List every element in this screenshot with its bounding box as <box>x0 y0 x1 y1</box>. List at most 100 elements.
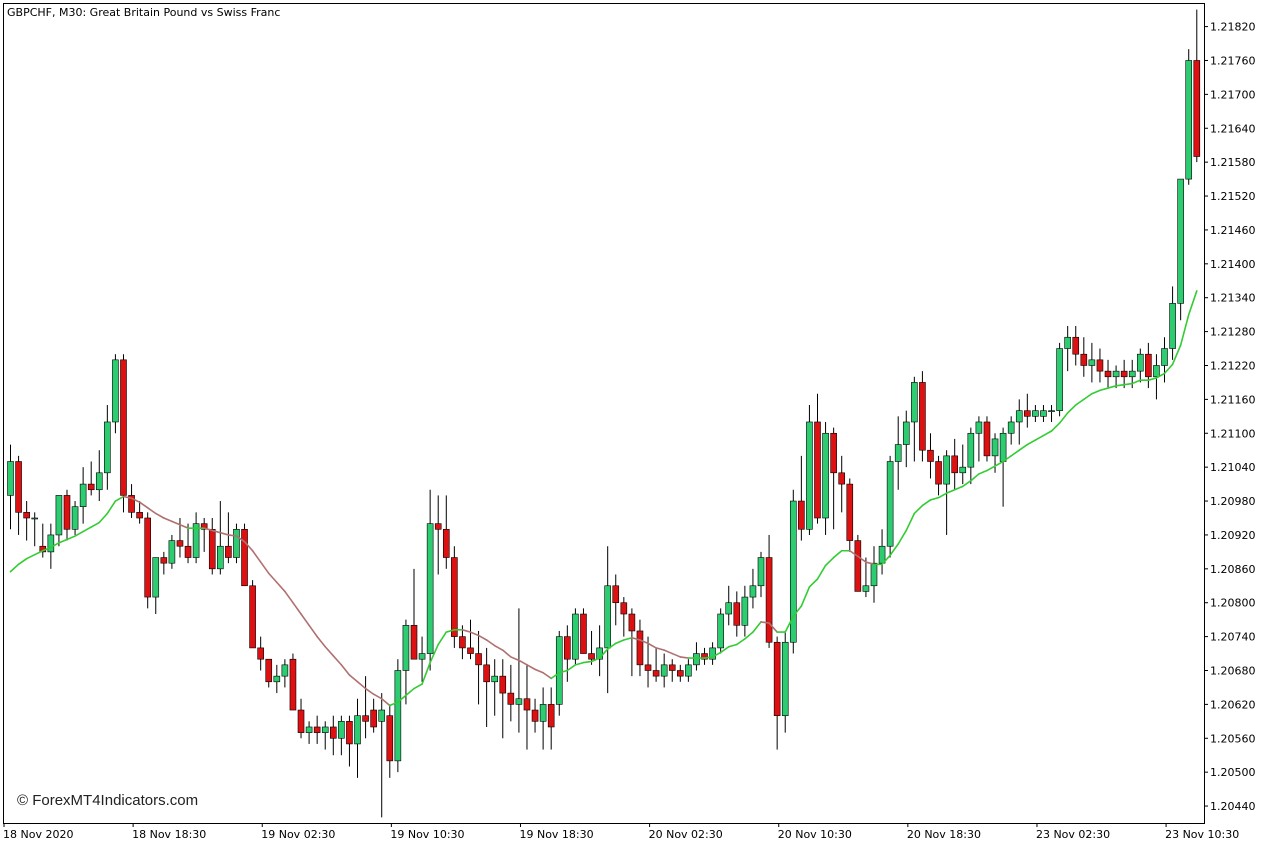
bull-candle-body <box>806 421 813 530</box>
candle <box>321 721 329 750</box>
ma-segment <box>429 643 440 664</box>
ma-segment <box>25 553 36 560</box>
ma-segment <box>760 621 770 624</box>
x-tick-label: 18 Nov 2020 <box>3 828 73 841</box>
ma-segment <box>953 485 964 491</box>
ma-segment <box>897 529 908 545</box>
ma-segment <box>324 645 335 657</box>
ma-segment <box>921 499 932 507</box>
ma-segment <box>397 694 407 703</box>
bull-candle-body <box>1007 421 1015 434</box>
bear-candle-body <box>677 670 684 677</box>
y-tick-label: 1.21160 <box>1210 393 1256 406</box>
candle <box>685 659 692 682</box>
y-tick-label: 1.21760 <box>1210 54 1256 67</box>
ma-segment <box>1066 404 1077 414</box>
bull-candle-body <box>273 675 281 683</box>
bull-candle-body <box>943 455 950 485</box>
ma-segment <box>171 520 181 526</box>
price-axis[interactable]: 1.21820 1.21760 1.21700 1.21640 1.21580 1.215… <box>1204 21 1256 813</box>
candle <box>63 489 71 541</box>
bear-candle-body <box>588 653 595 660</box>
ma-segment <box>66 535 76 541</box>
bear-candle-body <box>136 512 143 519</box>
candle <box>660 653 668 688</box>
bear-candle-body <box>289 658 297 711</box>
ma-segment <box>235 535 246 543</box>
candle <box>208 517 216 575</box>
ma-segment <box>284 590 294 604</box>
x-tick-label: 20 Nov 10:30 <box>778 828 852 841</box>
ma-segment <box>259 561 270 575</box>
bear-candle-body <box>935 461 942 485</box>
time-axis[interactable]: 18 Nov 2020 18 Nov 18:30 19 Nov 02:30 19 No… <box>3 823 1239 841</box>
candle <box>749 568 757 609</box>
bull-candle-body <box>555 636 563 705</box>
candle <box>709 642 716 665</box>
candle <box>886 455 894 558</box>
y-tick-label: 1.21100 <box>1210 427 1256 440</box>
bear-candle-body <box>265 658 273 683</box>
bear-candle-body <box>652 670 660 677</box>
bear-candle-body <box>297 709 305 733</box>
bull-candle-body <box>604 585 611 649</box>
ma-segment <box>614 639 625 645</box>
bull-candle-body <box>95 472 103 491</box>
candle <box>838 455 846 513</box>
bull-candle-body <box>911 382 918 423</box>
bull-candle-body <box>999 432 1007 462</box>
bull-candle-body <box>878 545 886 564</box>
bull-candle-body <box>975 421 983 434</box>
candle <box>402 619 410 705</box>
ma-segment <box>623 636 633 641</box>
ma-segment <box>356 680 367 690</box>
candle <box>168 534 176 569</box>
candle <box>451 546 458 648</box>
candle <box>217 501 224 575</box>
bear-candle-body <box>249 585 256 649</box>
ma-segment <box>1163 363 1174 375</box>
ma-segment <box>138 501 149 509</box>
candle <box>184 523 192 564</box>
bear-candle-body <box>668 664 676 671</box>
candle <box>515 608 523 733</box>
ma-segment <box>413 683 423 690</box>
ma-segment <box>566 664 577 672</box>
candle <box>693 642 700 671</box>
plot-frame <box>3 3 1205 824</box>
candle <box>47 523 55 569</box>
candle <box>854 534 862 592</box>
candle <box>717 608 724 654</box>
candle <box>902 410 910 468</box>
bear-candle-body <box>184 545 192 558</box>
ma-segment <box>17 557 28 566</box>
bull-candle-body <box>781 641 789 716</box>
candle <box>668 659 676 682</box>
candle <box>814 393 821 524</box>
bear-candle-body <box>208 528 216 570</box>
ma-segment <box>251 549 262 563</box>
candle <box>297 698 305 739</box>
candle <box>1015 399 1023 445</box>
bull-candle-body <box>338 721 345 739</box>
ma-segment <box>348 674 359 683</box>
y-tick-label: 1.20800 <box>1210 597 1256 610</box>
candle <box>967 427 975 485</box>
bull-candle-body <box>192 523 200 558</box>
ma-segment <box>74 530 84 537</box>
bull-candle-body <box>305 726 313 733</box>
bull-candle-body <box>757 557 765 587</box>
candle <box>410 568 418 660</box>
ma-segment <box>1034 434 1045 441</box>
bull-candle-body <box>31 517 39 520</box>
candle <box>1064 325 1071 372</box>
ma-segment <box>501 649 512 658</box>
x-tick-label: 23 Nov 10:30 <box>1165 828 1239 841</box>
y-tick-label: 1.20920 <box>1210 529 1256 542</box>
bear-candle-body <box>386 715 394 762</box>
ma-segment <box>340 664 351 676</box>
candle <box>354 698 361 778</box>
ma-segment <box>671 652 682 658</box>
bear-candle-body <box>644 664 652 671</box>
